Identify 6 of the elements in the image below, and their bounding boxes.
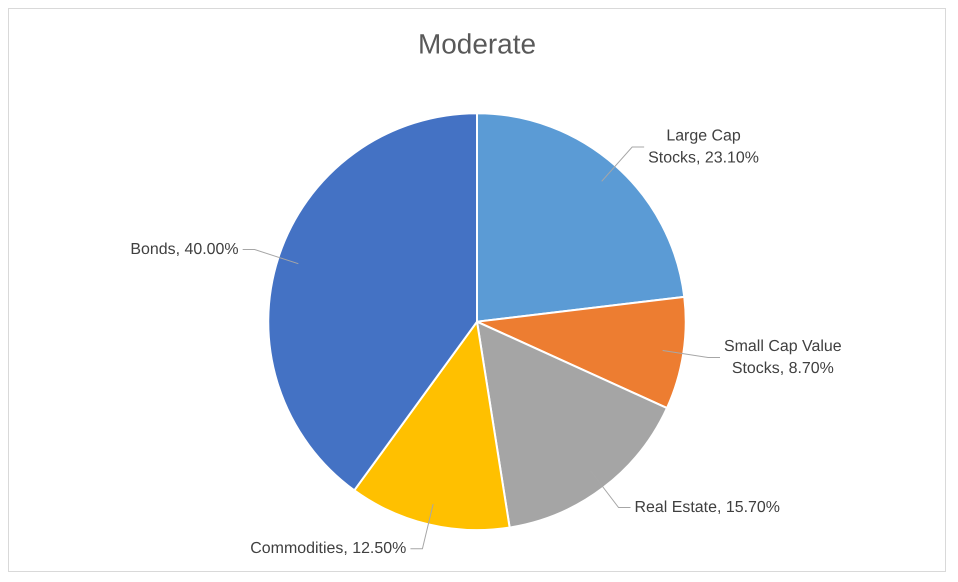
slice-label: Large Cap Stocks, 23.10% xyxy=(648,127,759,166)
slice-label: Real Estate, 15.70% xyxy=(634,498,780,516)
chart-title: Moderate xyxy=(418,28,536,60)
slice-label: Bonds, 40.00% xyxy=(130,240,239,258)
slice-label: Small Cap Value Stocks, 8.70% xyxy=(724,338,842,377)
slice-label: Commodities, 12.50% xyxy=(250,540,406,558)
